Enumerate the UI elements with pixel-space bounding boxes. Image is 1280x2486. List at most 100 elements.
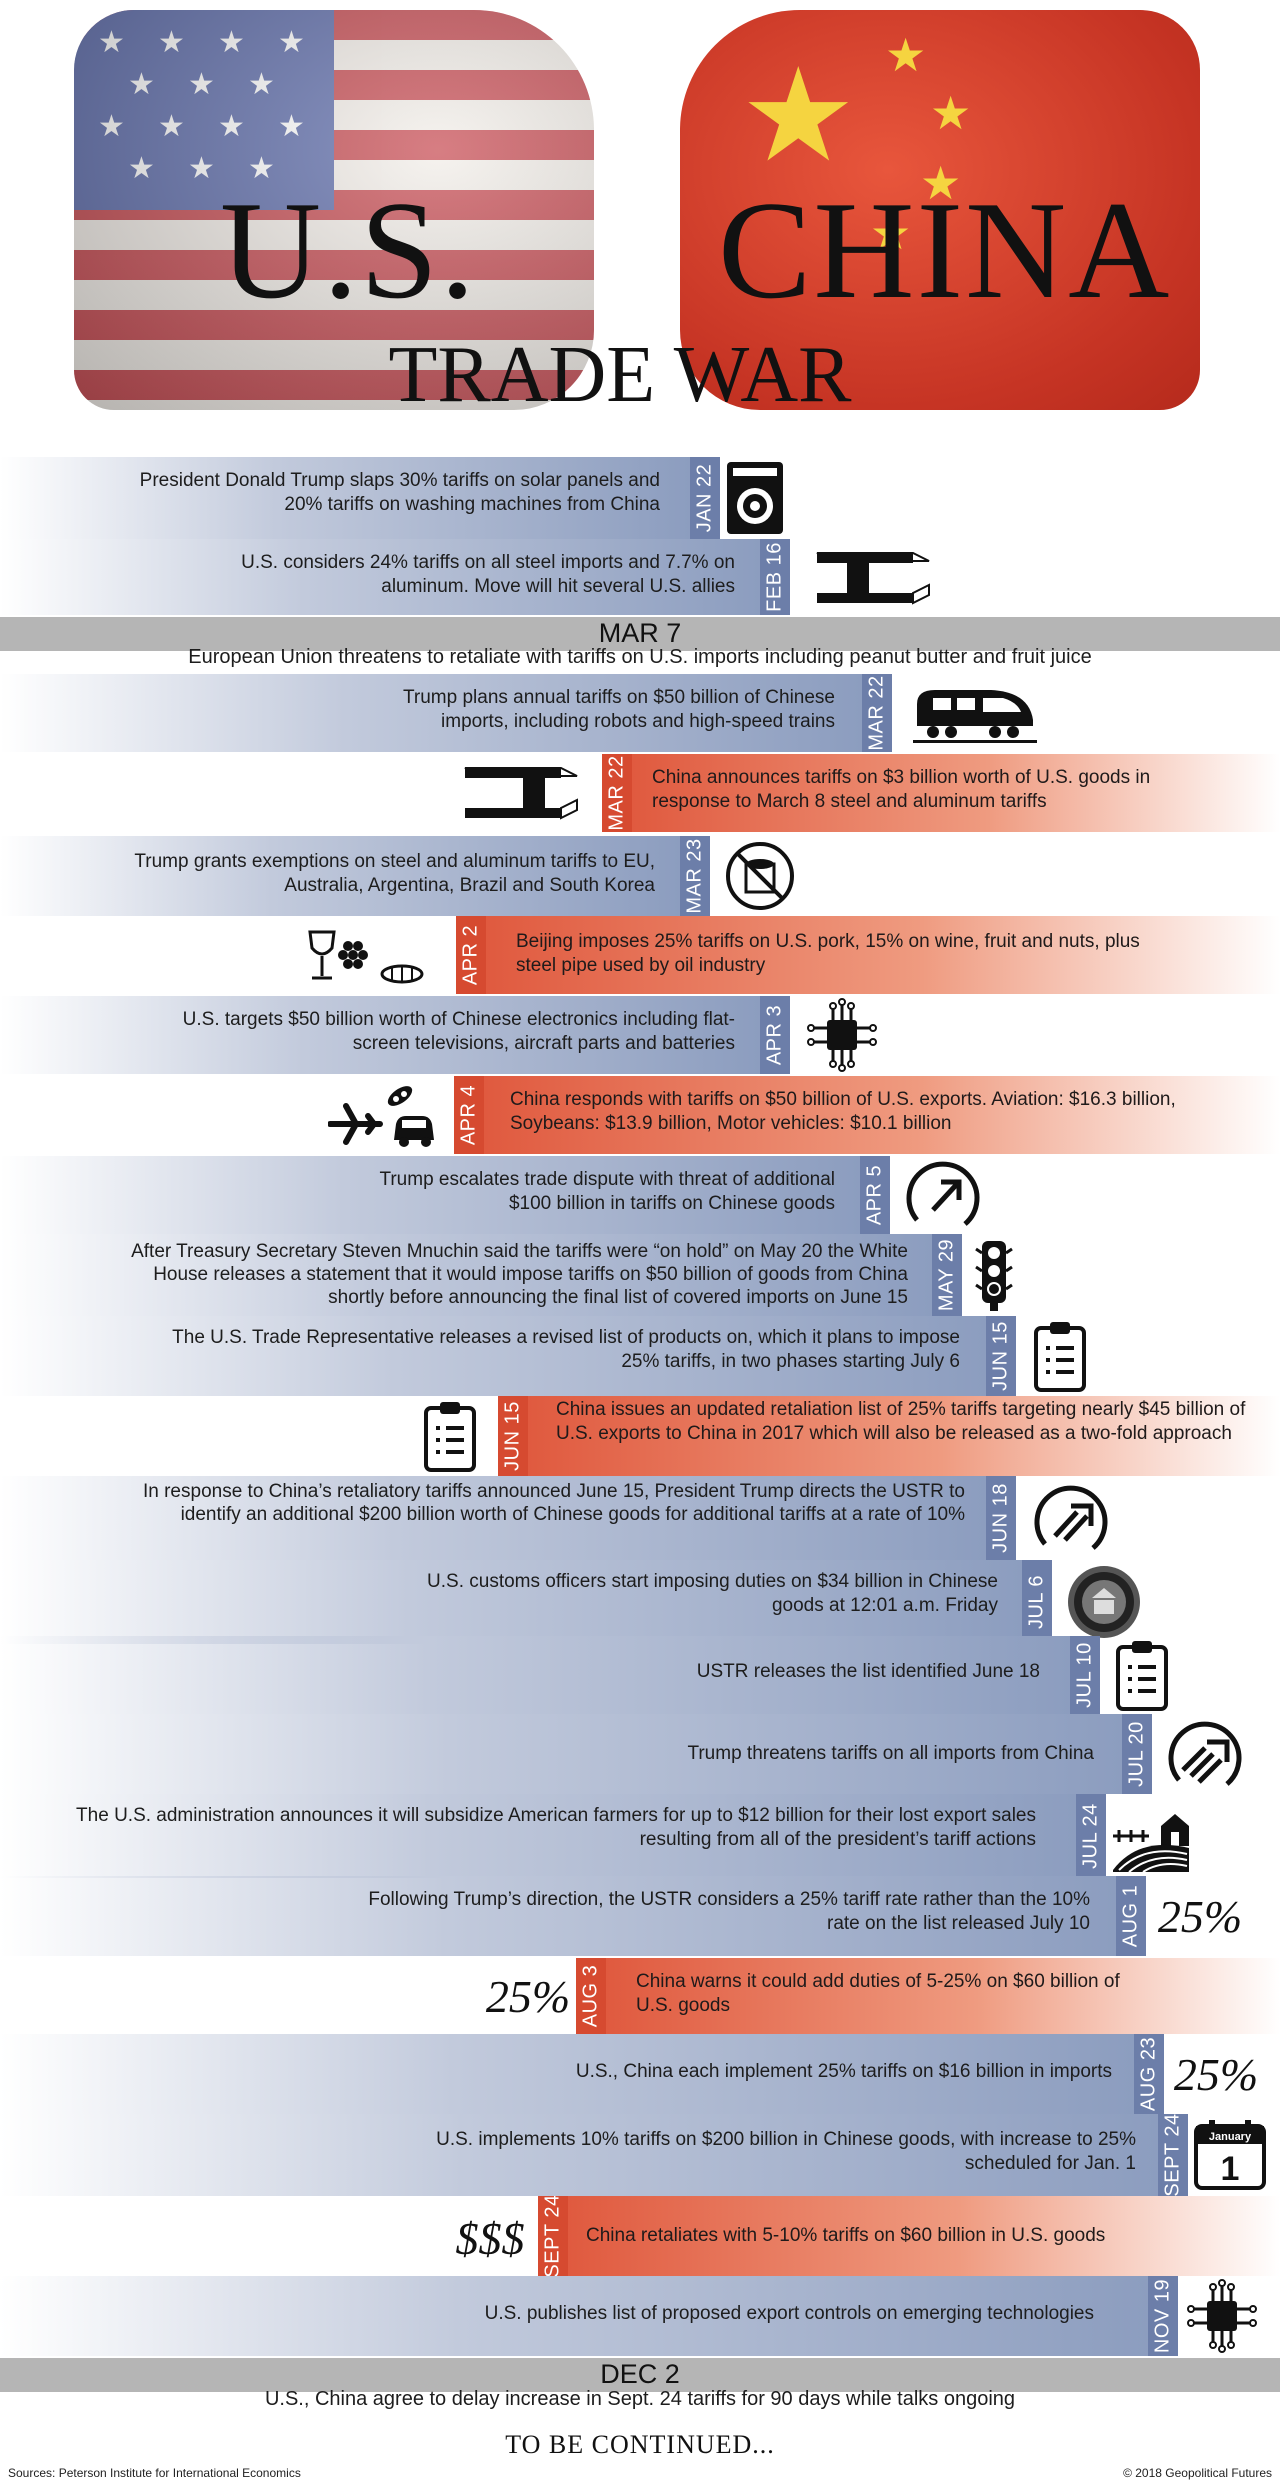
event-date: JUN 15 [501,1401,524,1471]
timeline-event-jul20-us: JUL 20 Trump threatens tariffs on all im… [0,1714,1280,1794]
milestone-text: U.S., China agree to delay increase in S… [264,2388,1016,2410]
event-date: JUL 6 [1025,1574,1048,1630]
event-text: U.S. publishes list of proposed export c… [484,2303,1094,2324]
steel-beam-icon [460,764,580,822]
event-text: U.S. implements 10% tariffs on $200 bill… [436,2129,1136,2174]
event-text: Beijing imposes 25% tariffs on U.S. pork… [516,931,1140,976]
star-icon: ★ [218,28,245,58]
circuit-chip-icon [1182,2278,1262,2354]
event-date: AUG 3 [579,1964,602,2028]
event-date: JUN 18 [989,1483,1012,1553]
china-flag-fist-image: ★ ★ ★ ★ ★ [680,10,1200,410]
event-band [0,1560,1022,1644]
event-date-box: MAR 23 [680,836,710,916]
timeline-event-may29-us: MAY 29 After Treasury Secretary Steven M… [0,1234,1280,1316]
event-band [0,1476,986,1560]
star-icon: ★ [885,29,927,81]
event-date: APR 5 [863,1164,886,1226]
event-date: APR 2 [459,924,482,986]
event-band [0,836,680,916]
us-flag-fist-image: ★ ★ ★ ★ ★ ★ ★ ★ ★ ★ ★ ★ ★ ★ [74,10,594,410]
event-date: JAN 22 [693,463,716,533]
timeline-event-apr5-us: APR 5 Trump escalates trade dispute with… [0,1156,1280,1234]
event-date-box: NOV 19 [1148,2276,1178,2356]
event-date-box: AUG 3 [576,1958,606,2034]
event-date-box: MAY 29 [932,1234,962,1316]
event-date-box: JUL 20 [1122,1714,1152,1794]
title-us: U.S. [220,173,477,328]
timeline-event-jul6-us: JUL 6 U.S. customs officers start imposi… [0,1560,1280,1644]
farm-icon [1108,1796,1192,1876]
event-text: Trump plans annual tariffs on $50 billio… [403,687,835,732]
event-date-box: JUL 10 [1070,1636,1100,1714]
star-icon: ★ [128,154,155,184]
timeline-event-apr4-china: APR 4 China responds with tariffs on $50… [0,1076,1280,1154]
star-icon: ★ [98,28,125,58]
star-icon: ★ [278,28,305,58]
event-date: JUL 10 [1073,1642,1096,1708]
event-date-box: MAR 22 [862,674,892,752]
event-band [484,1076,1280,1154]
event-date-box: JUN 15 [986,1316,1016,1396]
star-icon: ★ [188,70,215,100]
event-text: The U.S. Trade Representative releases a… [172,1327,960,1372]
calendar-month: January [1209,2131,1252,2143]
timeline-event-jan22-us: JAN 22 President Donald Trump slaps 30% … [0,457,1280,539]
event-text: China retaliates with 5-10% tariffs on $… [586,2225,1106,2246]
star-icon: ★ [188,154,215,184]
event-date-box: MAR 22 [602,754,632,832]
train-icon [910,682,1040,744]
plane-soybean-car-icon [328,1080,440,1150]
star-icon: ★ [930,87,972,139]
timeline-event-jun15-us: JUN 15 The U.S. Trade Representative rel… [0,1316,1280,1396]
event-date: JUN 15 [989,1321,1012,1391]
event-text: China responds with tariffs on $50 billi… [510,1089,1176,1134]
percent-label: 25% [1157,1890,1243,1942]
us-flag-canton [74,10,334,210]
timeline-event-jun15-china: JUN 15 China issues an updated retaliati… [0,1396,1280,1476]
event-text: USTR releases the list identified June 1… [696,1661,1040,1682]
star-icon: ★ [128,70,155,100]
event-band [0,674,862,752]
timeline-event-mar23-us: MAR 23 Trump grants exemptions on steel … [0,836,1280,916]
percent-label: 25% [485,1970,571,2022]
event-band [0,1794,1076,1878]
event-date: APR 4 [457,1084,480,1146]
event-text: China warns it could add duties of 5-25%… [636,1971,1120,2016]
timeline-event-sept24-china: SEPT 24 China retaliates with 5-10% tari… [0,2196,1280,2276]
event-text: The U.S. administration announces it wil… [76,1805,1036,1850]
star-icon: ★ [920,157,962,209]
event-date: SEPT 24 [1161,2114,1184,2196]
timeline-event-jun18-us: JUN 18 In response to China’s retaliator… [0,1476,1280,1560]
event-date: APR 3 [763,1004,786,1066]
milestone-date: DEC 2 [600,2359,680,2389]
event-date: SEPT 24 [541,2196,564,2276]
event-band [528,1396,1280,1476]
subtitle-trade-war: TRADE WAR [388,331,852,419]
event-band [568,2196,1280,2276]
event-date: MAR 22 [605,755,628,831]
event-text: President Donald Trump slaps 30% tariffs… [139,470,660,515]
event-text: China issues an updated retaliation list… [556,1399,1246,1444]
clipboard-icon [1030,1320,1090,1392]
event-date: AUG 23 [1137,2036,1160,2112]
event-band [0,1156,860,1234]
milestone-strip [0,617,1280,651]
event-date: AUG 1 [1119,1884,1142,1948]
milestone-strip [0,2358,1280,2392]
timeline-event-nov19-us: NOV 19 U.S. publishes list of proposed e… [0,2276,1280,2356]
wine-fruit-nuts-icon [304,928,428,984]
timeline-event-jul10-us: JUL 10 USTR releases the list identified… [0,1636,1280,1714]
clipboard-icon [1112,1638,1172,1712]
traffic-light-icon [972,1238,1016,1312]
event-date-box: APR 5 [860,1156,890,1234]
escalate-triple-arrow-icon [1164,1716,1250,1792]
star-icon: ★ [278,112,305,142]
event-band [0,539,760,615]
event-text: U.S. considers 24% tariffs on all steel … [241,552,735,597]
event-date-box: JUN 18 [986,1476,1016,1560]
event-date-box: SEPT 24 [1158,2114,1188,2196]
event-band [0,2276,1148,2356]
star-icon: ★ [158,112,185,142]
event-band [0,996,760,1074]
